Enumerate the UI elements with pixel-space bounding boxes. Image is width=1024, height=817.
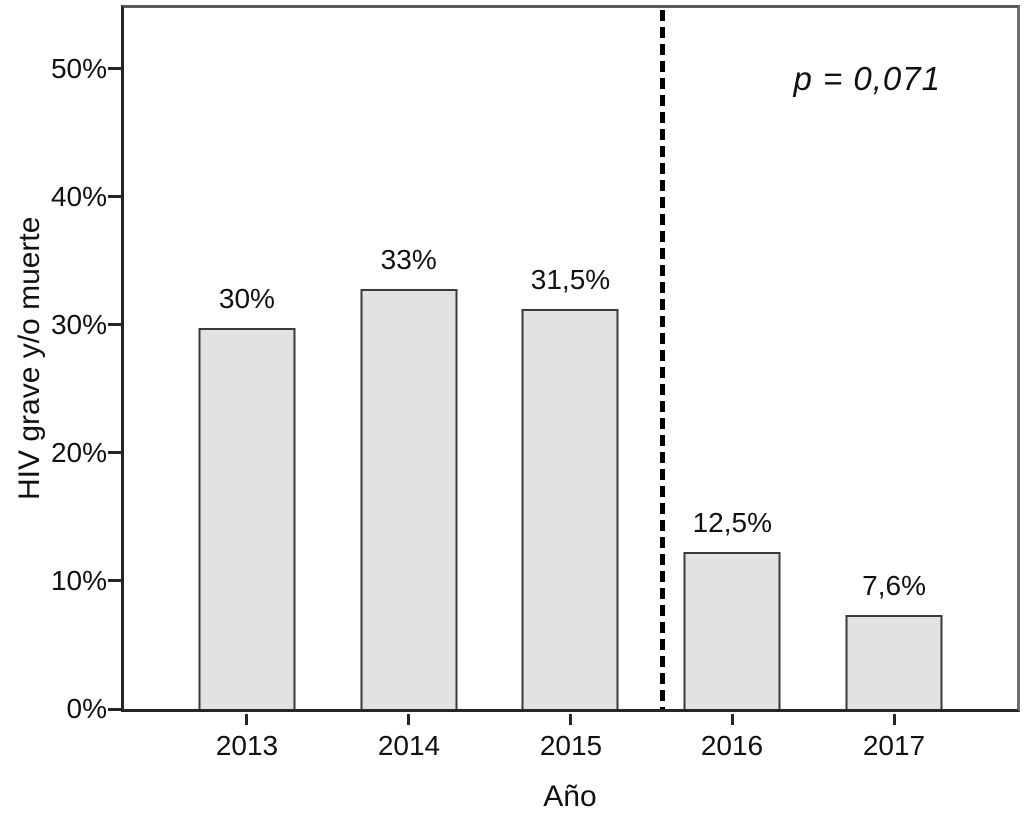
y-tick-label: 50% xyxy=(50,53,107,84)
bar-value-label-2017: 7,6% xyxy=(862,570,926,601)
x-tick-label-2013: 2013 xyxy=(215,730,279,761)
bar-2016 xyxy=(683,552,781,709)
x-tick-label-2016: 2016 xyxy=(700,730,764,761)
bar-value-label-2016: 12,5% xyxy=(692,507,772,538)
bar-column-2016: 12,5% xyxy=(651,8,813,709)
y-tick-label: 10% xyxy=(50,565,107,596)
bar-2015 xyxy=(521,309,619,709)
y-tick-label: 30% xyxy=(50,309,107,340)
bar-2013 xyxy=(198,328,296,709)
y-tick-mark xyxy=(108,451,121,454)
bar-value-label-2014: 33% xyxy=(380,244,437,275)
x-tick-label-2017: 2017 xyxy=(862,730,926,761)
y-tick-mark xyxy=(108,708,121,711)
bar-column-2017: 7,6% xyxy=(813,8,975,709)
bar-column-2015: 31,5% xyxy=(490,8,652,709)
dashed-separator-line xyxy=(660,10,665,709)
y-tick-mark xyxy=(108,67,121,70)
x-tick-label-2015: 2015 xyxy=(539,730,603,761)
bars-container: 30% 33% 31,5% 12,5% 7,6% xyxy=(124,8,1017,709)
bar-2014 xyxy=(360,289,458,709)
y-tick-label: 20% xyxy=(50,437,107,468)
x-tick-mark xyxy=(569,714,572,725)
x-tick-mark xyxy=(893,714,896,725)
bar-value-label-2015: 31,5% xyxy=(530,264,611,295)
bar-2017 xyxy=(845,615,943,709)
x-tick-label-2014: 2014 xyxy=(377,730,441,761)
bar-value-label-2013: 30% xyxy=(218,283,275,314)
plot-area: 30% 33% 31,5% 12,5% 7,6% p = 0,071 xyxy=(121,5,1020,712)
bar-column-2014: 33% xyxy=(328,8,490,709)
y-tick-label: 0% xyxy=(66,693,107,724)
y-axis-title: HIV grave y/o muerte xyxy=(13,216,46,501)
x-axis-title: Año xyxy=(543,780,597,813)
y-tick-label: 40% xyxy=(50,181,107,212)
x-tick-mark xyxy=(407,714,410,725)
p-value-annotation: p = 0,071 xyxy=(793,60,941,97)
x-tick-mark xyxy=(731,714,734,725)
y-tick-mark xyxy=(108,323,121,326)
x-tick-mark xyxy=(245,714,248,725)
y-tick-mark xyxy=(108,579,121,582)
bar-column-2013: 30% xyxy=(166,8,328,709)
y-tick-mark xyxy=(108,195,121,198)
